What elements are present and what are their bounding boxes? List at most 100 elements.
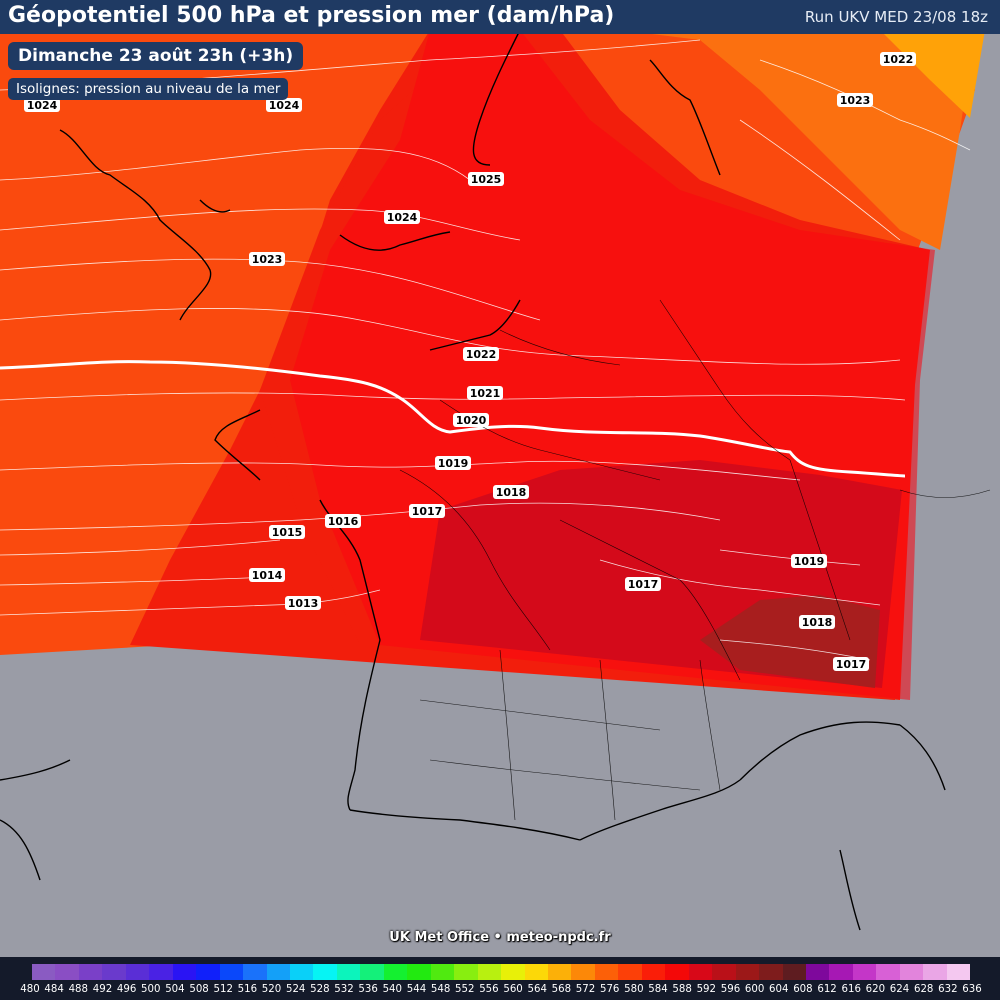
color-swatch (289, 964, 314, 980)
isobar-label: 1022 (880, 52, 916, 66)
color-swatch (55, 964, 79, 980)
color-swatch (336, 964, 361, 980)
color-swatch (196, 964, 220, 980)
color-swatch (899, 964, 924, 980)
forecast-date-badge: Dimanche 23 août 23h (+3h) (8, 42, 304, 70)
svg-text:1024: 1024 (387, 211, 418, 224)
color-scale-label: 508 (189, 984, 209, 995)
color-scale-label: 592 (696, 984, 717, 995)
isobar-label: 1024 (24, 98, 60, 112)
isolines-caption: Isolignes: pression au niveau de la mer (8, 78, 289, 100)
color-swatch (641, 964, 666, 980)
color-swatch (782, 964, 806, 980)
color-scale-label: 628 (913, 984, 934, 995)
color-scale-label: 532 (334, 984, 354, 995)
color-swatch (735, 964, 760, 980)
svg-text:1019: 1019 (794, 555, 825, 568)
svg-text:1016: 1016 (328, 515, 359, 528)
color-swatch (102, 964, 126, 980)
color-scale-label: 564 (527, 984, 547, 995)
svg-text:1022: 1022 (883, 53, 914, 66)
color-scale-label: 528 (310, 984, 330, 995)
color-swatch (266, 964, 290, 980)
color-scale-label: 604 (769, 984, 789, 995)
color-swatch (383, 964, 408, 980)
color-scale-label: 632 (938, 984, 958, 995)
svg-text:1024: 1024 (27, 99, 58, 112)
isobar-label: 1024 (266, 98, 302, 112)
color-swatch (501, 964, 525, 980)
isobar-label: 1017 (409, 504, 445, 518)
credit-text: UK Met Office • meteo-npdc.fr (389, 930, 611, 945)
color-scale-label: 596 (720, 984, 741, 995)
isobar-label: 1023 (249, 252, 285, 266)
isobar-label: 1017 (833, 657, 869, 671)
isobar-label: 1019 (435, 456, 471, 470)
svg-text:1025: 1025 (471, 173, 502, 186)
color-scale-label: 536 (358, 984, 378, 995)
color-scale-label: 576 (599, 984, 620, 995)
color-scale-label: 504 (165, 984, 185, 995)
svg-text:1023: 1023 (252, 253, 283, 266)
isobar-labels: 1022 1023 1024 1024 1025 1024 1023 1022 … (24, 52, 916, 671)
color-swatch (571, 964, 595, 980)
color-scale-label: 620 (865, 984, 886, 995)
isobar-label: 1018 (799, 615, 835, 629)
svg-text:1019: 1019 (438, 457, 469, 470)
color-scale-label: 548 (430, 984, 451, 995)
color-scale-label: 540 (382, 984, 403, 995)
svg-text:1013: 1013 (288, 597, 319, 610)
color-scale-label: 612 (817, 984, 837, 995)
color-swatch (243, 964, 267, 980)
color-swatch (430, 964, 455, 980)
color-swatch (594, 964, 619, 980)
color-swatch (219, 964, 244, 980)
color-swatch (759, 964, 783, 980)
isobar-label: 1020 (453, 413, 489, 427)
color-swatch (149, 964, 173, 980)
color-scale-label: 588 (672, 984, 692, 995)
color-scale-label: 580 (624, 984, 644, 995)
title-bar: Géopotentiel 500 hPa et pression mer (da… (0, 0, 1000, 34)
svg-text:1022: 1022 (466, 348, 497, 361)
isobar-label: 1017 (625, 577, 661, 591)
color-scale-label: 524 (285, 984, 306, 995)
color-scale-label: 488 (68, 984, 89, 995)
color-scale-label: 572 (575, 984, 596, 995)
isobar-label: 1019 (791, 554, 827, 568)
color-scale-label: 624 (889, 984, 910, 995)
isobar-1020-thick (0, 360, 906, 478)
isobar-label: 1021 (467, 386, 503, 400)
color-scale-label: 500 (141, 984, 161, 995)
color-swatch (688, 964, 713, 980)
color-scale-label: 568 (551, 984, 572, 995)
color-scale-label: 600 (744, 984, 765, 995)
color-swatch (665, 964, 689, 980)
svg-text:1017: 1017 (628, 578, 659, 591)
color-swatch (829, 964, 853, 980)
svg-text:1024: 1024 (269, 99, 300, 112)
color-scale-label: 516 (237, 984, 258, 995)
borders (399, 299, 991, 821)
svg-text:1018: 1018 (802, 616, 833, 629)
color-scale-bar (32, 964, 971, 980)
color-scale-label: 560 (503, 984, 523, 995)
color-scale-label: 544 (406, 984, 427, 995)
run-label: Run UKV MED 23/08 18z (804, 8, 988, 26)
isobar-label: 1023 (837, 93, 873, 107)
color-swatch (805, 964, 830, 980)
svg-text:1015: 1015 (272, 526, 303, 539)
color-scale-label: 552 (455, 984, 475, 995)
color-scale-label: 520 (261, 984, 282, 995)
isobar-label: 1018 (493, 485, 529, 499)
color-scale-label: 608 (793, 984, 813, 995)
color-scale-legend: 480 484 488 492 496 500 504 508 512 516 520 524 528 5… (0, 957, 1000, 1000)
color-scale-label: 480 (20, 984, 40, 995)
color-swatch (618, 964, 642, 980)
isobar-label: 1024 (384, 210, 420, 224)
svg-text:1018: 1018 (496, 486, 527, 499)
color-scale-label: 484 (44, 984, 64, 995)
color-scale-label: 556 (479, 984, 499, 995)
color-scale-label: 616 (841, 984, 861, 995)
